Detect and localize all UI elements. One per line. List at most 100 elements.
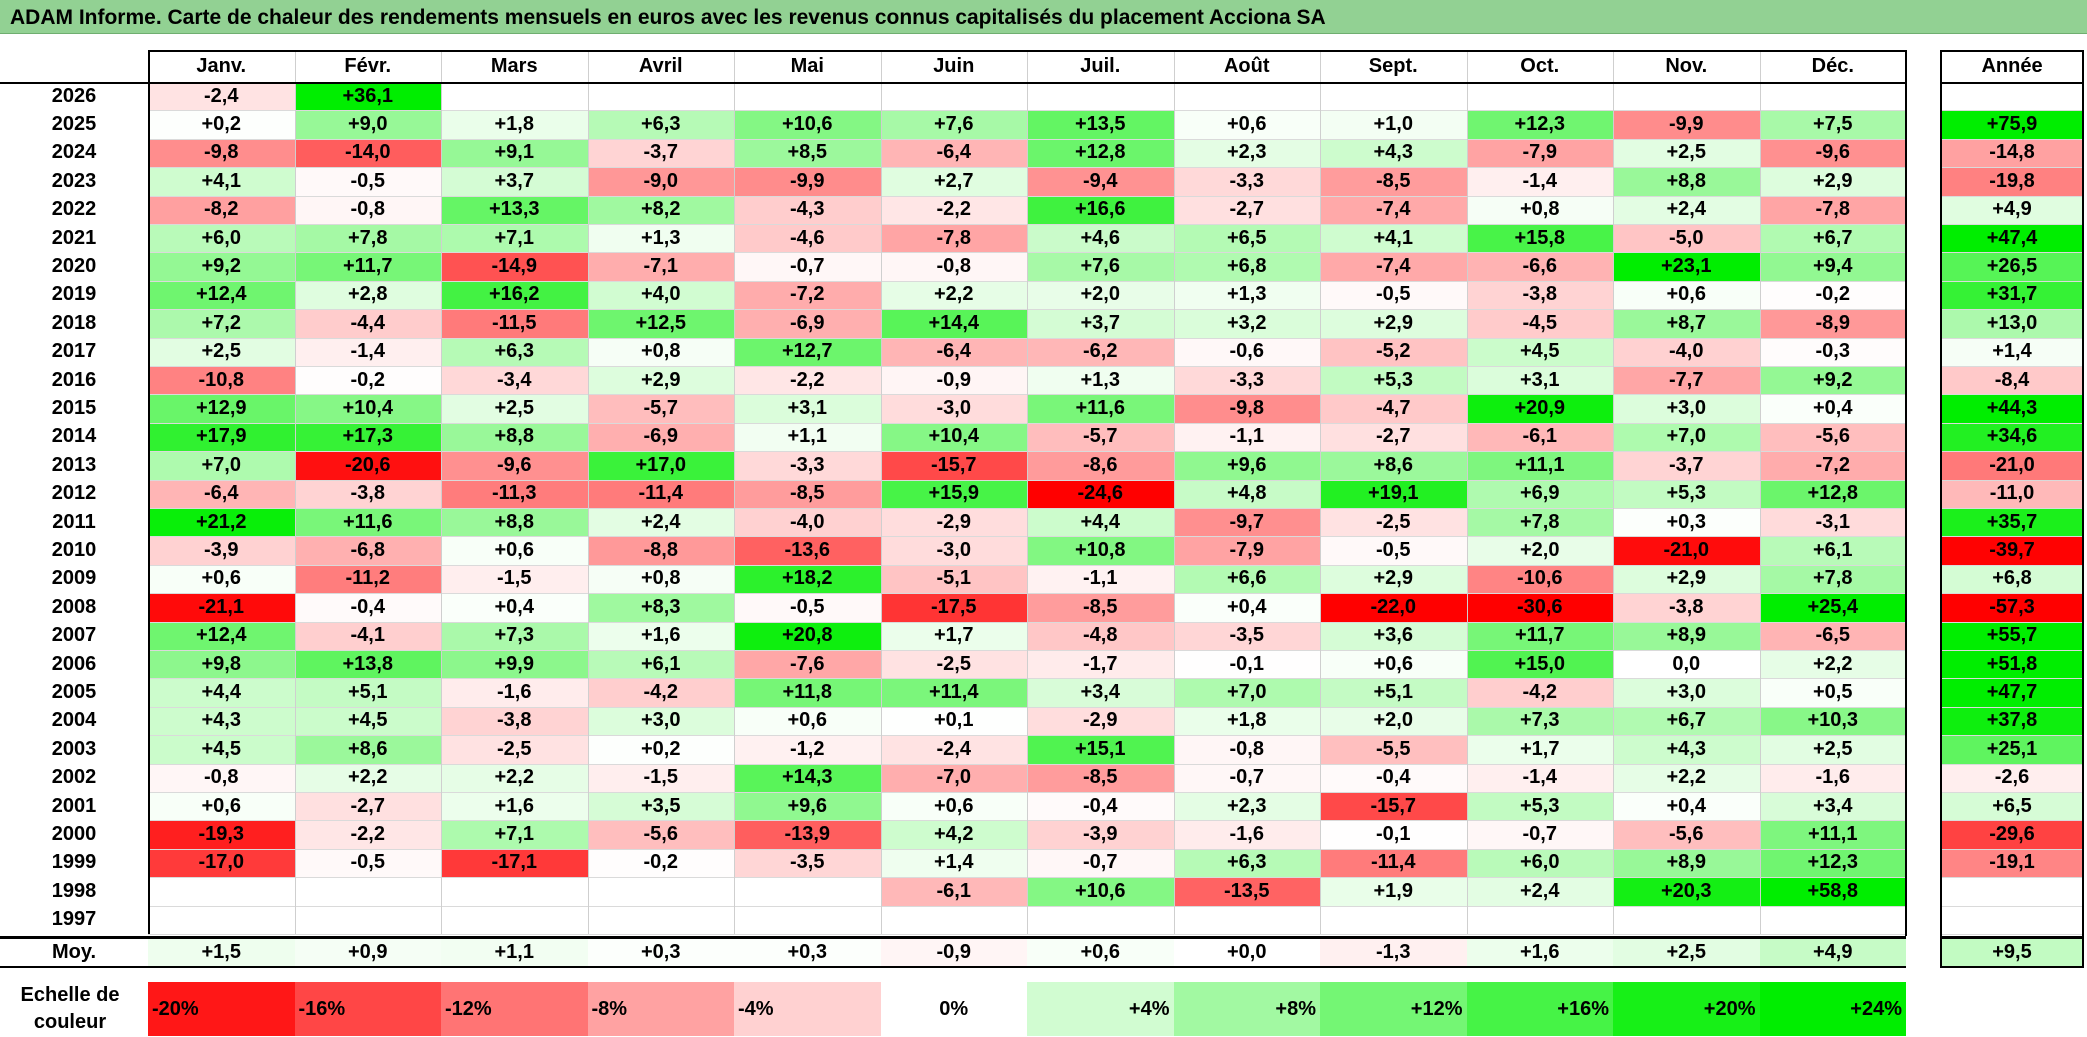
heatmap-cell: +1,3	[1027, 366, 1174, 395]
heatmap-cell: +3,4	[1027, 678, 1174, 707]
heatmap-cell: +3,7	[441, 167, 588, 196]
heatmap-cell: 0,0	[1613, 650, 1760, 679]
month-header: Août	[1223, 54, 1270, 77]
heatmap-cell	[148, 905, 295, 934]
grid-line	[1940, 138, 2084, 140]
grid-line	[1940, 422, 2084, 424]
heatmap-cell: +0,6	[1173, 110, 1320, 139]
grid-line	[1940, 479, 2084, 481]
heatmap-cell: -9,9	[734, 167, 881, 196]
heatmap-cell: +14,3	[734, 763, 881, 792]
grid-line	[1940, 877, 2084, 879]
grid-line	[1940, 848, 2084, 850]
heatmap-cell: +2,8	[294, 280, 441, 310]
heatmap-cell: -3,8	[1466, 280, 1613, 310]
heatmap-cell: -0,5	[734, 593, 881, 622]
heatmap-cell: +6,3	[1173, 848, 1320, 878]
heatmap-cell: -7,2	[1759, 451, 1906, 480]
heatmap-cell: -4,0	[1613, 337, 1760, 366]
month-header: Avril	[638, 54, 683, 77]
heatmap-cell: +12,7	[734, 337, 881, 366]
grid-line	[1759, 50, 1761, 934]
heatmap-cell: +8,2	[587, 195, 734, 224]
heatmap-cell: -7,4	[1320, 195, 1467, 224]
page-title: ADAM Informe. Carte de chaleur des rende…	[10, 6, 1326, 29]
heatmap-cell: -1,7	[1027, 650, 1174, 679]
heatmap-cell: +7,8	[1759, 564, 1906, 594]
heatmap-cell: -11,2	[294, 564, 441, 594]
year-label: 2012	[51, 482, 97, 505]
heatmap-cell: -2,7	[1320, 422, 1467, 452]
annual-cell: -19,1	[1940, 848, 2084, 878]
heatmap-cell: -3,3	[734, 451, 881, 480]
annual-cell: -57,3	[1940, 593, 2084, 622]
heatmap-cell: +0,8	[587, 564, 734, 594]
heatmap-cell: +2,9	[1759, 167, 1906, 196]
heatmap-cell: +11,7	[1466, 621, 1613, 650]
heatmap-cell: -1,5	[587, 763, 734, 792]
heatmap-cell: +13,5	[1027, 110, 1174, 139]
heatmap-cell: -3,9	[1027, 820, 1174, 849]
average-cell: +1,1	[441, 938, 588, 966]
year-label: 2000	[51, 823, 97, 846]
heatmap-cell: -3,4	[441, 366, 588, 395]
year-label: 2007	[51, 624, 97, 647]
grid-line	[1940, 735, 2084, 737]
heatmap-cell: -0,4	[1320, 763, 1467, 792]
heatmap-cell: +3,0	[1613, 394, 1760, 423]
heatmap-cell: +1,6	[587, 621, 734, 650]
heatmap-cell: +17,3	[294, 422, 441, 452]
month-header: Déc.	[1811, 54, 1854, 77]
heatmap-cell	[734, 905, 881, 934]
heatmap-cell: +11,4	[880, 678, 1027, 707]
heatmap-cell: +1,1	[734, 422, 881, 452]
table-border	[0, 966, 1906, 968]
annual-border	[1940, 82, 2084, 84]
color-scale-label-line1: Echelle de	[20, 984, 120, 1006]
heatmap-cell: +2,4	[1466, 877, 1613, 906]
year-label: 2019	[51, 283, 97, 306]
year-label: 2020	[51, 255, 97, 278]
heatmap-cell: +8,6	[294, 735, 441, 764]
annual-cell: +4,9	[1940, 195, 2084, 224]
heatmap-cell: +5,1	[1320, 678, 1467, 707]
annual-cell: -29,6	[1940, 820, 2084, 849]
heatmap-cell: +5,3	[1320, 366, 1467, 395]
heatmap-cell: -30,6	[1466, 593, 1613, 622]
heatmap-cell: +12,9	[148, 394, 295, 423]
heatmap-cell: +0,2	[148, 110, 295, 139]
heatmap-cell: +2,5	[441, 394, 588, 423]
heatmap-cell: -8,6	[1027, 451, 1174, 480]
heatmap-cell: -8,5	[1027, 593, 1174, 622]
grid-line	[734, 50, 735, 934]
heatmap-cell: -6,6	[1466, 252, 1613, 281]
heatmap-cell: +7,0	[1173, 678, 1320, 707]
heatmap-cell: +6,1	[1759, 536, 1906, 565]
heatmap-cell: -1,1	[1027, 564, 1174, 594]
heatmap-cell: +12,8	[1027, 138, 1174, 168]
heatmap-cell: +4,3	[1320, 138, 1467, 168]
heatmap-cell: +1,7	[1466, 735, 1613, 764]
heatmap-cell: -0,6	[1173, 337, 1320, 366]
heatmap-cell: -4,0	[734, 508, 881, 537]
annual-cell: +6,8	[1940, 564, 2084, 594]
heatmap-cell: -15,7	[880, 451, 1027, 480]
heatmap-cell: +36,1	[294, 82, 441, 111]
heatmap-cell: +4,1	[148, 167, 295, 196]
heatmap-cell: +4,1	[1320, 224, 1467, 253]
grid-line	[1940, 792, 2084, 793]
month-header: Janv.	[196, 54, 247, 77]
heatmap-cell: +18,2	[734, 564, 881, 594]
heatmap-cell: -7,1	[587, 252, 734, 281]
annual-cell: +55,7	[1940, 621, 2084, 650]
year-label: 2008	[51, 595, 97, 618]
year-label: 2002	[51, 766, 97, 789]
heatmap-cell: -0,5	[294, 167, 441, 196]
heatmap-cell: +8,8	[441, 508, 588, 537]
color-scale-swatch: -16%	[294, 982, 441, 1036]
heatmap-cell: +8,8	[1613, 167, 1760, 196]
heatmap-cell	[880, 82, 1027, 111]
color-scale-swatch: -12%	[441, 982, 588, 1036]
heatmap-cell: -8,9	[1759, 309, 1906, 338]
grid-line	[1027, 50, 1028, 934]
